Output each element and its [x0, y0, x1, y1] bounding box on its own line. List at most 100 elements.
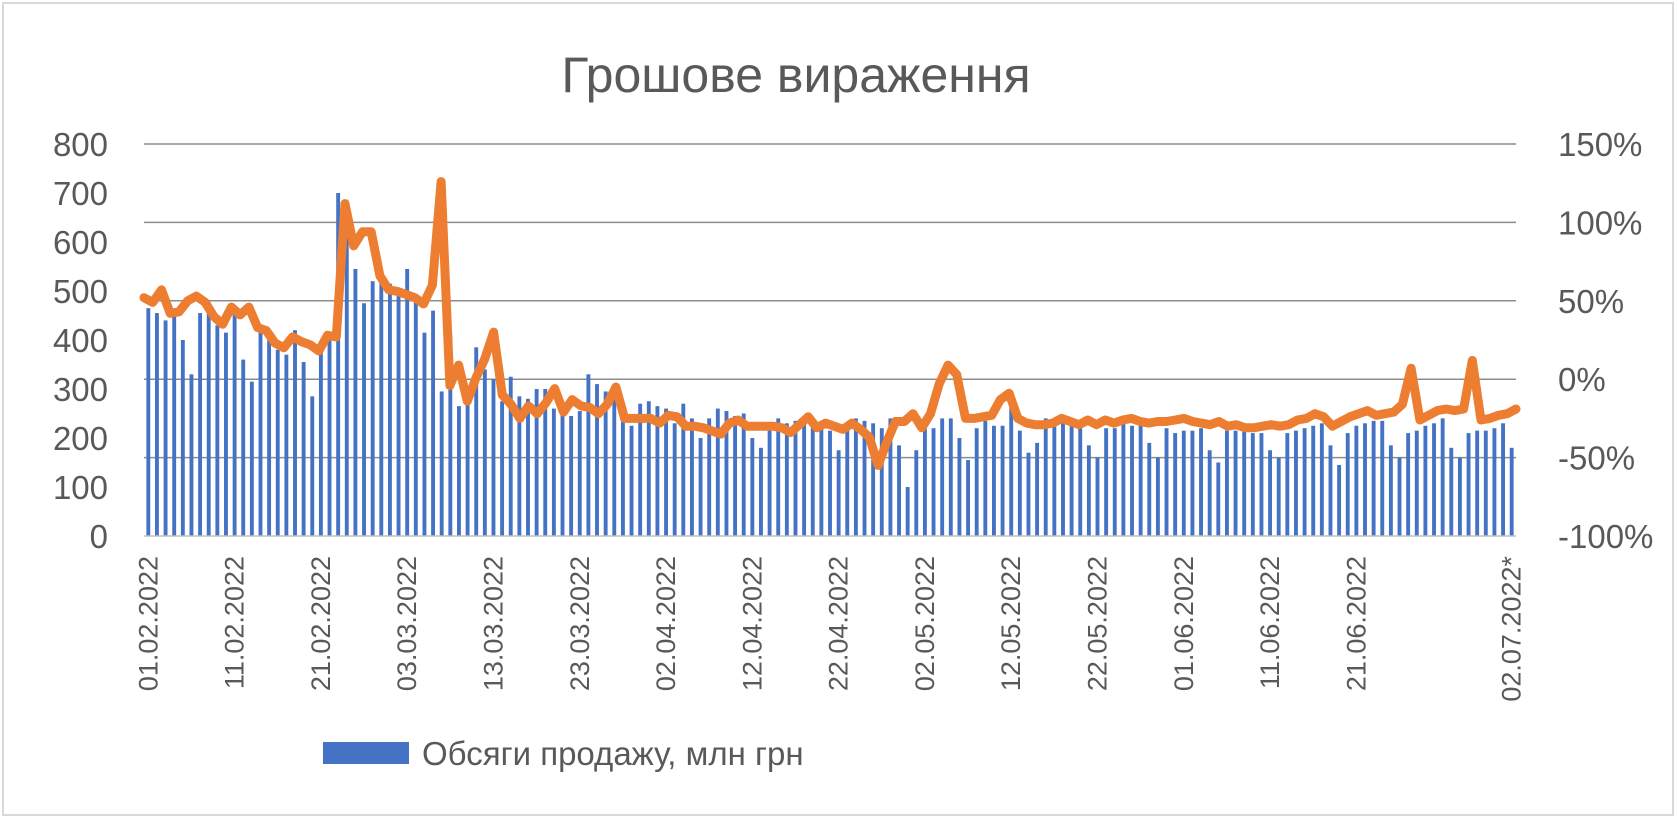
- bar: [595, 384, 599, 536]
- bar: [353, 268, 358, 536]
- bar: [1138, 423, 1143, 536]
- bar: [1363, 423, 1367, 536]
- bar: [551, 408, 556, 536]
- y-tick-label: 600: [53, 224, 108, 261]
- bar: [1043, 418, 1048, 536]
- bar: [155, 313, 159, 536]
- bar: [802, 420, 807, 536]
- bar: [1337, 464, 1342, 536]
- bar: [275, 349, 280, 536]
- bar: [664, 408, 668, 536]
- bar: [1311, 425, 1316, 536]
- bar: [853, 418, 858, 536]
- bar: [172, 315, 177, 536]
- bar: [793, 420, 798, 536]
- bar: [1380, 420, 1385, 536]
- bar: [1207, 450, 1212, 536]
- bar: [1017, 430, 1022, 536]
- bar: [336, 193, 341, 536]
- y-tick-label: 500: [53, 273, 108, 310]
- bar: [206, 310, 211, 536]
- bar: [1078, 420, 1083, 536]
- bar: [379, 278, 384, 536]
- bar: [1199, 428, 1203, 536]
- bar: [457, 406, 461, 536]
- bar: [1173, 433, 1178, 536]
- x-tick-label: 22.05.2022: [1083, 556, 1113, 691]
- bar: [232, 310, 237, 536]
- bar: [180, 340, 185, 536]
- bar: [249, 381, 254, 536]
- x-tick-label: 21.06.2022: [1341, 556, 1371, 691]
- line-series: [139, 177, 1521, 470]
- bar: [163, 320, 168, 536]
- bar: [1250, 433, 1255, 536]
- bar: [603, 391, 608, 536]
- bar: [1061, 423, 1065, 536]
- bar: [1466, 433, 1471, 536]
- bar: [698, 438, 703, 536]
- bar: [1155, 457, 1160, 536]
- bar: [1190, 430, 1195, 536]
- bar: [897, 445, 901, 536]
- bar: [1423, 425, 1428, 536]
- y2-tick-label: 100%: [1558, 204, 1642, 241]
- bar: [370, 281, 375, 536]
- bar: [1052, 420, 1057, 536]
- bar: [344, 219, 349, 536]
- bar: [715, 408, 720, 536]
- bar: [1457, 457, 1462, 536]
- bar: [586, 374, 591, 536]
- bar: [1233, 430, 1238, 536]
- bar: [707, 418, 712, 536]
- y-tick-label: 100: [53, 469, 108, 506]
- bar: [879, 428, 884, 536]
- bar: [198, 313, 203, 536]
- bar: [526, 398, 530, 536]
- x-tick-label: 21.02.2022: [306, 556, 336, 691]
- bar: [396, 288, 401, 536]
- legend-label: Обсяги продажу, млн грн: [422, 735, 804, 772]
- x-tick-label: 02.05.2022: [910, 556, 940, 691]
- bar: [672, 423, 677, 536]
- bar: [1406, 433, 1411, 536]
- bar: [1104, 428, 1109, 536]
- bar: [1483, 430, 1488, 536]
- bar: [1086, 445, 1091, 536]
- x-tick-label: 01.06.2022: [1169, 556, 1199, 691]
- bar: [1345, 433, 1350, 536]
- bar: [931, 428, 936, 536]
- bar: [629, 425, 634, 536]
- bar: [1095, 457, 1100, 536]
- y-tick-label: 400: [53, 322, 108, 359]
- bar: [1432, 423, 1436, 536]
- bar: [948, 418, 953, 536]
- x-tick-label: 03.03.2022: [392, 556, 422, 691]
- y-tick-label: 200: [53, 420, 108, 457]
- bar: [871, 423, 876, 536]
- bar: [1164, 428, 1169, 536]
- y-tick-label: 800: [53, 126, 108, 163]
- bar: [1328, 445, 1333, 536]
- bar: [759, 447, 763, 536]
- y-tick-label: 300: [53, 371, 108, 408]
- bar: [1440, 418, 1445, 536]
- bar: [1509, 447, 1514, 536]
- bar: [1319, 423, 1324, 536]
- x-tick-label: 22.04.2022: [824, 556, 854, 691]
- bar: [940, 418, 945, 536]
- bar: [577, 411, 582, 536]
- bar: [620, 413, 625, 536]
- bar: [1000, 425, 1005, 536]
- bar: [724, 411, 729, 536]
- bar: [189, 374, 194, 536]
- bar: [422, 332, 427, 536]
- line-series-path: [139, 177, 1521, 470]
- x-tick-label: 02.04.2022: [651, 556, 681, 691]
- bar: [957, 438, 962, 536]
- y2-tick-label: -100%: [1558, 518, 1653, 555]
- bar: [1354, 425, 1359, 536]
- bar: [387, 283, 392, 536]
- bar: [267, 340, 272, 536]
